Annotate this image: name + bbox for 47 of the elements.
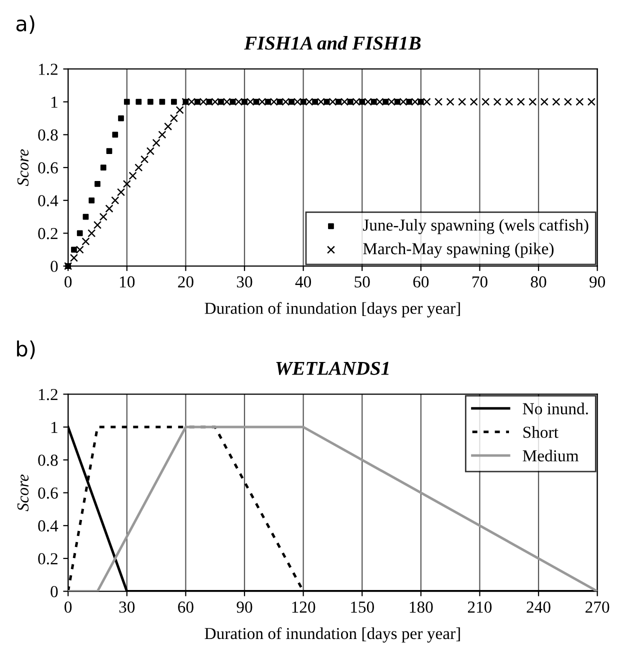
x-axis-title: Duration of inundation [days per year] [204, 302, 460, 318]
x-tick-label: 90 [590, 276, 606, 288]
legend-label: June-July spawning (wels catfish) [363, 218, 588, 234]
text: b) [17, 340, 35, 360]
x-tick-label: 150 [351, 602, 374, 613]
y-tick-label: 1.2 [39, 388, 58, 400]
legend-label: Short [523, 426, 558, 438]
y-axis-title: Score [17, 149, 29, 186]
y-tick-label: 0.4 [38, 520, 58, 532]
legend-label: Medium [522, 450, 579, 462]
y-tick-label: 0.6 [38, 162, 58, 174]
y-axis-title: Score [17, 474, 29, 512]
legend-label: No inund. [522, 402, 588, 414]
x-tick-label: 240 [526, 602, 550, 613]
x-axis-title: Duration of inundation [days per year] [204, 627, 460, 643]
y-tick-label: 1 [52, 96, 58, 108]
y-tick-label: 1 [52, 422, 58, 433]
x-tick-label: 50 [354, 276, 370, 288]
y-tick-label: 0 [50, 586, 58, 598]
x-tick-label: 0 [64, 602, 72, 613]
x-tick-label: 120 [292, 602, 316, 613]
legend-label: March-May spawning (pike) [363, 242, 554, 258]
y-tick-label: 0.2 [38, 228, 58, 240]
x-tick-label: 30 [119, 602, 135, 613]
x-tick-label: 40 [295, 276, 312, 288]
y-tick-label: 0.8 [38, 454, 58, 466]
x-tick-label: 210 [468, 602, 492, 613]
x-tick-label: 270 [586, 602, 610, 613]
x-tick-label: 60 [178, 602, 194, 613]
x-tick-label: 60 [413, 276, 429, 288]
x-tick-label: 80 [530, 276, 546, 288]
x-tick-label: 30 [236, 276, 252, 288]
chart-title: WETLANDS1 [276, 362, 389, 376]
text: a) [16, 15, 34, 34]
x-tick-label: 180 [410, 602, 433, 613]
y-tick-label: 1.2 [39, 64, 58, 76]
x-tick-label: 70 [472, 276, 488, 288]
y-tick-label: 0.6 [38, 487, 58, 499]
x-tick-label: 0 [64, 276, 72, 288]
x-tick-label: 20 [178, 276, 194, 288]
y-tick-label: 0.4 [38, 195, 58, 206]
chart-title: FISH1A and FISH1B [244, 36, 421, 50]
x-tick-label: 90 [236, 602, 252, 613]
x-tick-label: 10 [120, 276, 135, 288]
y-tick-label: 0.8 [38, 129, 58, 141]
y-tick-label: 0.2 [38, 553, 58, 564]
y-tick-label: 0 [50, 260, 58, 272]
